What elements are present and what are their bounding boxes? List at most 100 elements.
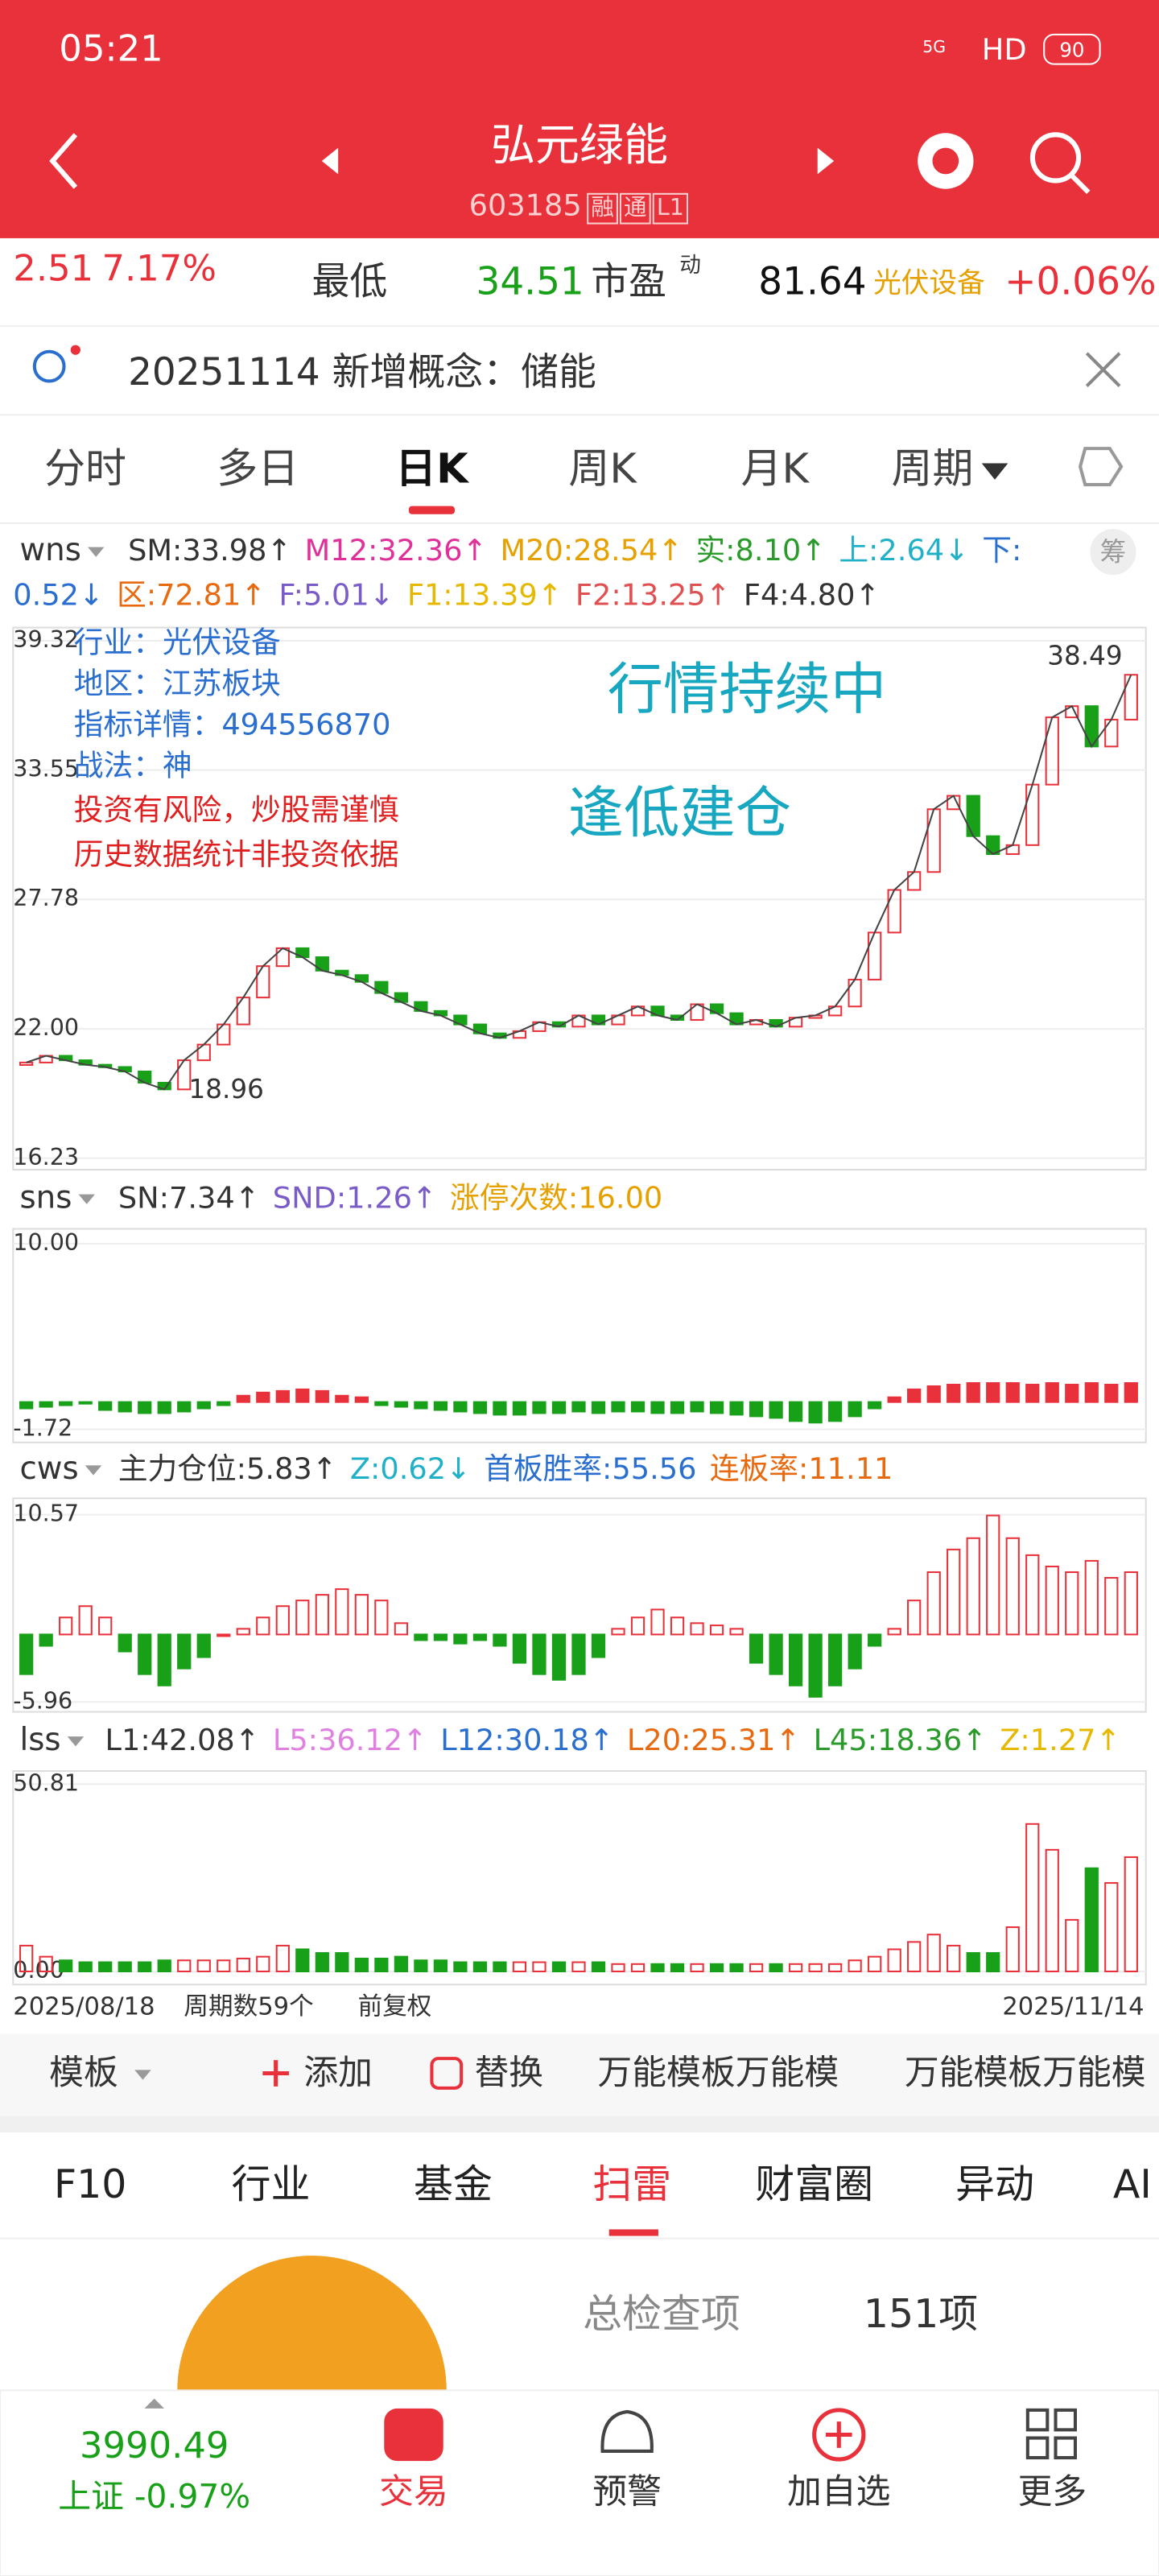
bar (356, 1595, 368, 1634)
bar (20, 1402, 32, 1409)
period-tab[interactable]: 月K (741, 446, 810, 493)
bar (769, 1402, 782, 1418)
legend-item: Z:1.27↑ (1000, 1723, 1120, 1757)
tool[interactable]: 模板 (49, 2053, 118, 2093)
volume-bar (987, 1953, 999, 1971)
volume-bar (375, 1959, 387, 1971)
volume-bar (1026, 1824, 1038, 1971)
legend-item: 上:2.64↓ (839, 533, 969, 568)
tool[interactable]: 万能模板万能模 (597, 2053, 839, 2093)
bar (257, 1393, 269, 1402)
bar (769, 1634, 782, 1674)
legend-item: F1:13.39↑ (407, 577, 563, 612)
bar (533, 1634, 545, 1674)
bar (889, 1397, 901, 1402)
bar (336, 1589, 348, 1634)
bar (829, 1634, 841, 1685)
legend-item: L12:30.18↑ (440, 1723, 613, 1757)
volume-bar (119, 1963, 131, 1971)
bar (474, 1634, 486, 1640)
indicator-name[interactable]: wns (19, 532, 80, 568)
bar (1105, 1385, 1117, 1402)
volume-bar (454, 1963, 466, 1971)
bar (1026, 1385, 1038, 1402)
settings[interactable] (1080, 448, 1121, 485)
bar (138, 1402, 151, 1414)
bar (947, 1385, 959, 1402)
stock-name: 弘元绿能 (491, 119, 668, 171)
period-tab[interactable]: 周K (568, 446, 637, 493)
bar (868, 1634, 881, 1645)
volume-bar (592, 1963, 604, 1971)
bar (257, 1617, 269, 1634)
nav-item[interactable]: 加自选 (787, 2471, 890, 2512)
bar (868, 1402, 881, 1409)
bar (316, 1391, 328, 1402)
bar (810, 1634, 822, 1696)
info-tab[interactable]: 行业 (232, 2161, 311, 2207)
y-tick-label: -1.72 (13, 1414, 72, 1442)
volume-bar (336, 1953, 348, 1971)
panel-frame (13, 1498, 1145, 1711)
candle (928, 809, 940, 872)
min-label: 18.96 (189, 1074, 264, 1104)
candle (237, 997, 250, 1024)
volume-bar (474, 1963, 486, 1971)
nav-item[interactable]: 交易 (379, 2471, 448, 2512)
bar (20, 1634, 32, 1674)
volume-bar (730, 1964, 742, 1971)
bar (928, 1572, 940, 1634)
check-value: 151项 (864, 2291, 978, 2337)
indicator-name[interactable]: lss (19, 1722, 60, 1758)
nav-item[interactable]: 更多 (1018, 2471, 1087, 2512)
trade-icon[interactable] (384, 2409, 443, 2461)
legend-item: Z:0.62↓ (350, 1451, 471, 1486)
tool[interactable]: 万能模板万能模 (905, 2053, 1146, 2093)
volume-bar (237, 1959, 250, 1971)
period-tab[interactable]: 分时 (44, 446, 126, 493)
candle (1125, 675, 1137, 720)
volume-bar (1066, 1920, 1078, 1971)
volume-bar (1007, 1927, 1019, 1971)
volume-bar (356, 1959, 368, 1971)
indicator-name[interactable]: sns (19, 1179, 72, 1216)
volume-bar (415, 1960, 427, 1971)
volume-bar (829, 1964, 841, 1971)
indicator-name[interactable]: cws (19, 1451, 78, 1487)
period-tab[interactable]: 周期 (892, 446, 974, 493)
volume-bar (198, 1960, 210, 1971)
y-tick-label: -5.96 (13, 1686, 72, 1714)
legend-item: 连板率:11.11 (710, 1451, 893, 1486)
period-tab[interactable]: 多日 (217, 446, 299, 493)
bar (99, 1402, 111, 1410)
volume-bar (889, 1950, 901, 1971)
bar (849, 1634, 861, 1668)
bar (237, 1629, 250, 1634)
bar (967, 1383, 980, 1402)
tool[interactable]: 添加 (303, 2053, 373, 2093)
tool[interactable]: 替换 (474, 2053, 543, 2093)
info-tab[interactable]: 财富圈 (755, 2161, 873, 2207)
bar (356, 1397, 368, 1402)
bar (80, 1606, 92, 1634)
close-notice[interactable] (1087, 353, 1120, 386)
candle (1105, 720, 1117, 746)
bar (178, 1402, 190, 1412)
info-tab[interactable]: 基金 (414, 2161, 493, 2207)
info-tab[interactable]: F10 (54, 2161, 126, 2207)
bar (119, 1634, 131, 1651)
period-tab[interactable]: 日K (395, 446, 470, 493)
volume-bar (967, 1953, 980, 1971)
nav-item[interactable]: 预警 (592, 2471, 662, 2512)
legend-item: L45:18.36↑ (814, 1723, 987, 1757)
info-tab[interactable]: AI (1113, 2161, 1152, 2207)
info-tab[interactable]: 异动 (955, 2161, 1034, 2207)
volume-bar (60, 1960, 72, 1971)
bar (711, 1402, 723, 1414)
bar (40, 1402, 52, 1407)
volume-bar (790, 1964, 802, 1971)
bar (1086, 1383, 1098, 1402)
bar (1007, 1538, 1019, 1635)
info-tab[interactable]: 扫雷 (592, 2161, 671, 2207)
volume-bar (99, 1963, 111, 1971)
